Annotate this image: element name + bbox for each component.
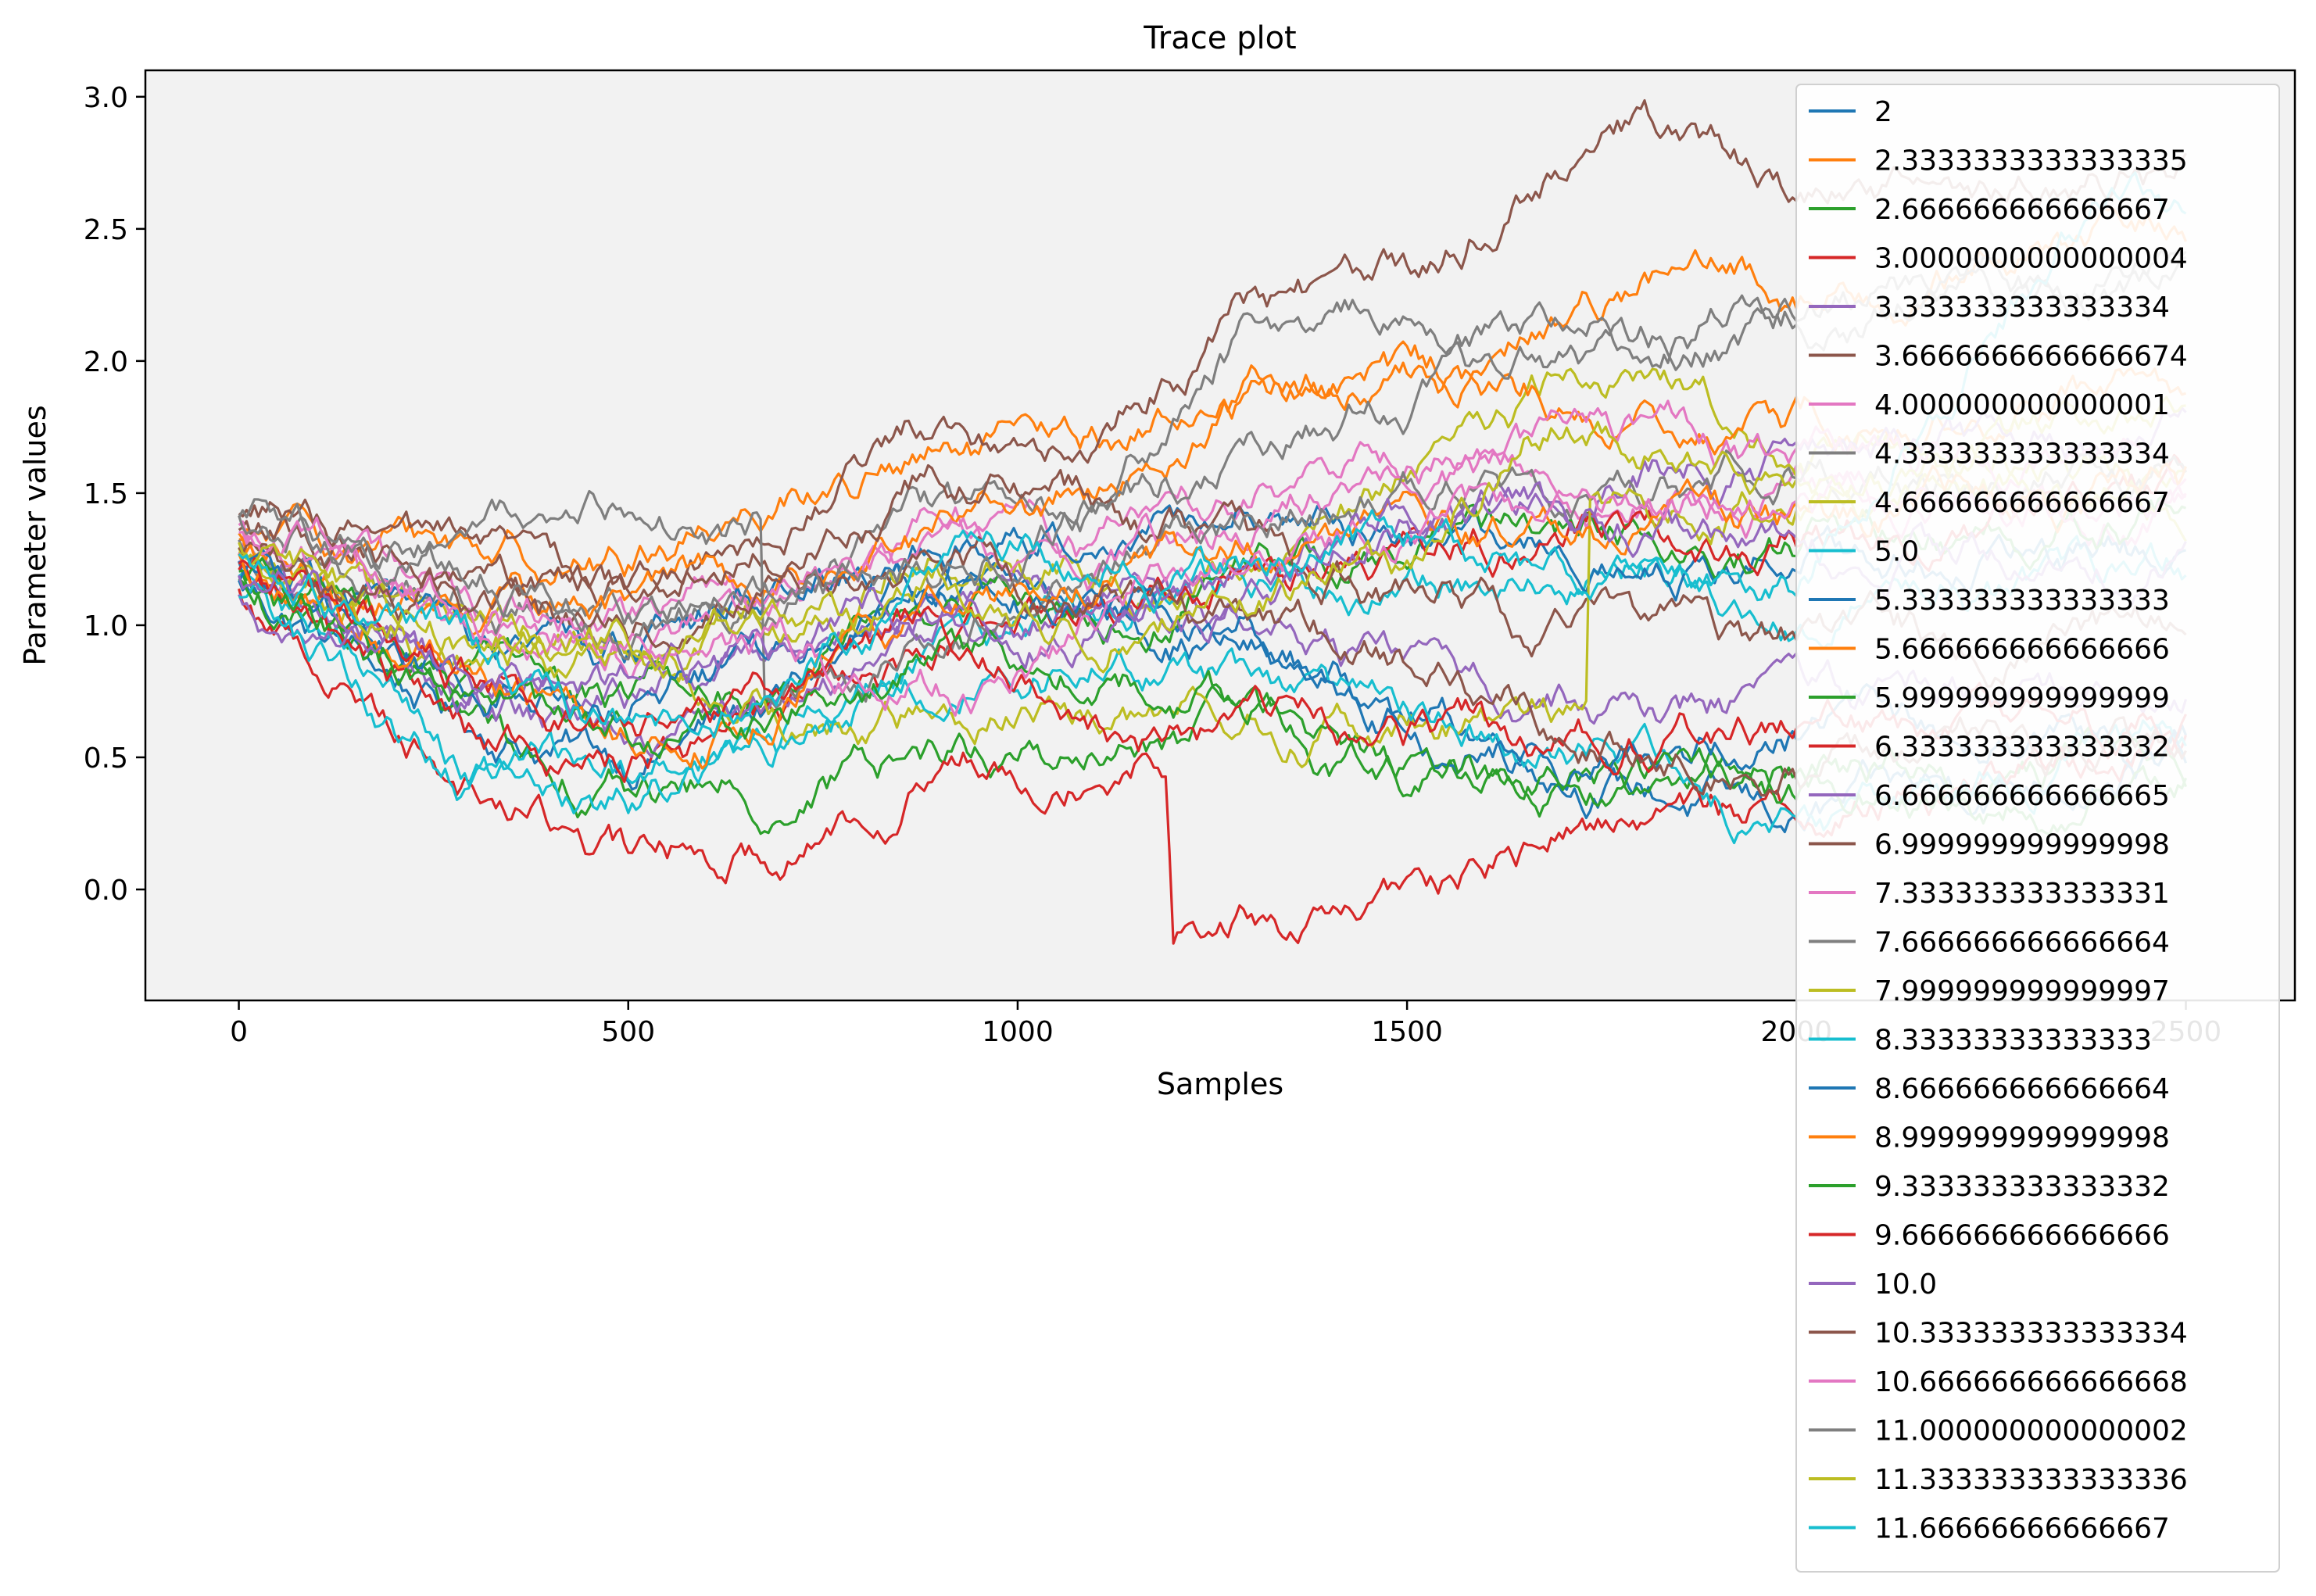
y-tick-label: 1.5 [84,478,128,510]
legend-entry: 5.666666666666666 [1874,634,2170,666]
legend-entry: 4.000000000000001 [1874,389,2170,421]
legend-entry: 5.0 [1874,536,1919,568]
legend-entry: 7.999999999999997 [1874,975,2170,1007]
legend-entry: 2 [1874,96,1892,128]
legend-entry: 2.666666666666667 [1874,194,2170,226]
legend-entry: 3.333333333333334 [1874,292,2170,324]
legend-entry: 5.333333333333333 [1874,585,2170,617]
legend-entry: 9.666666666666666 [1874,1220,2170,1252]
x-tick-label: 1000 [982,1016,1054,1048]
legend-entry: 9.333333333333332 [1874,1171,2170,1203]
legend-entry: 3.0000000000000004 [1874,243,2188,275]
y-tick-label: 0.0 [84,875,128,907]
legend-entry: 11.66666666666667 [1874,1513,2170,1545]
x-tick-label: 500 [601,1016,655,1048]
y-axis: 0.0 0.5 1.0 1.5 2.0 2.5 3.0 [84,82,145,907]
legend-entry: 7.333333333333331 [1874,878,2170,910]
y-tick-label: 0.5 [84,743,128,775]
y-tick-label: 2.5 [84,214,128,246]
legend: 2 2.3333333333333335 2.666666666666667 3.00… [1795,84,2280,1573]
legend-entry: 7.666666666666664 [1874,927,2170,959]
legend-box [1795,84,2280,1573]
x-tick-label: 1500 [1371,1016,1443,1048]
plot-frame [144,69,2296,1002]
legend-entry: 10.333333333333334 [1874,1318,2188,1350]
legend-entry: 4.333333333333334 [1874,438,2170,471]
x-axis-label: Samples [1157,1067,1283,1101]
legend-entry: 5.999999999999999 [1874,682,2170,714]
legend-entry: 4.666666666666667 [1874,487,2170,519]
legend-entry: 8.666666666666664 [1874,1073,2170,1105]
legend-entry: 3.6666666666666674 [1874,341,2188,373]
legend-entry: 10.666666666666668 [1874,1366,2188,1398]
y-axis-label: Parameter values [18,405,52,665]
legend-entry: 2.3333333333333335 [1874,145,2188,177]
legend-entry: 11.000000000000002 [1874,1415,2188,1447]
legend-entry: 10.0 [1874,1269,1937,1301]
legend-entry: 8.33333333333333 [1874,1025,2152,1057]
chart-title: Trace plot [1143,20,1297,56]
y-tick-label: 1.0 [84,610,128,642]
legend-entry: 11.333333333333336 [1874,1464,2188,1496]
legend-entry: 6.666666666666665 [1874,780,2170,812]
legend-entry: 6.333333333333332 [1874,732,2170,764]
legend-entry: 6.999999999999998 [1874,829,2170,861]
y-tick-label: 3.0 [84,82,128,114]
y-tick-label: 2.0 [84,346,128,378]
legend-entry: 8.999999999999998 [1874,1122,2170,1154]
x-tick-label: 0 [230,1016,248,1048]
